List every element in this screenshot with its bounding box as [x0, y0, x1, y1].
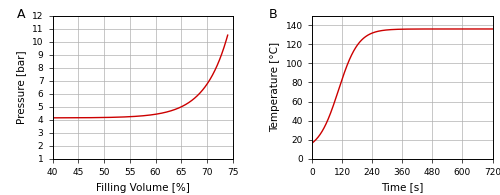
Text: A: A	[16, 8, 25, 21]
X-axis label: Filling Volume [%]: Filling Volume [%]	[96, 183, 190, 192]
Text: B: B	[269, 8, 278, 21]
X-axis label: Time [s]: Time [s]	[381, 183, 424, 192]
Y-axis label: Pressure [bar]: Pressure [bar]	[16, 51, 26, 124]
Y-axis label: Temperature [°C]: Temperature [°C]	[270, 42, 280, 132]
